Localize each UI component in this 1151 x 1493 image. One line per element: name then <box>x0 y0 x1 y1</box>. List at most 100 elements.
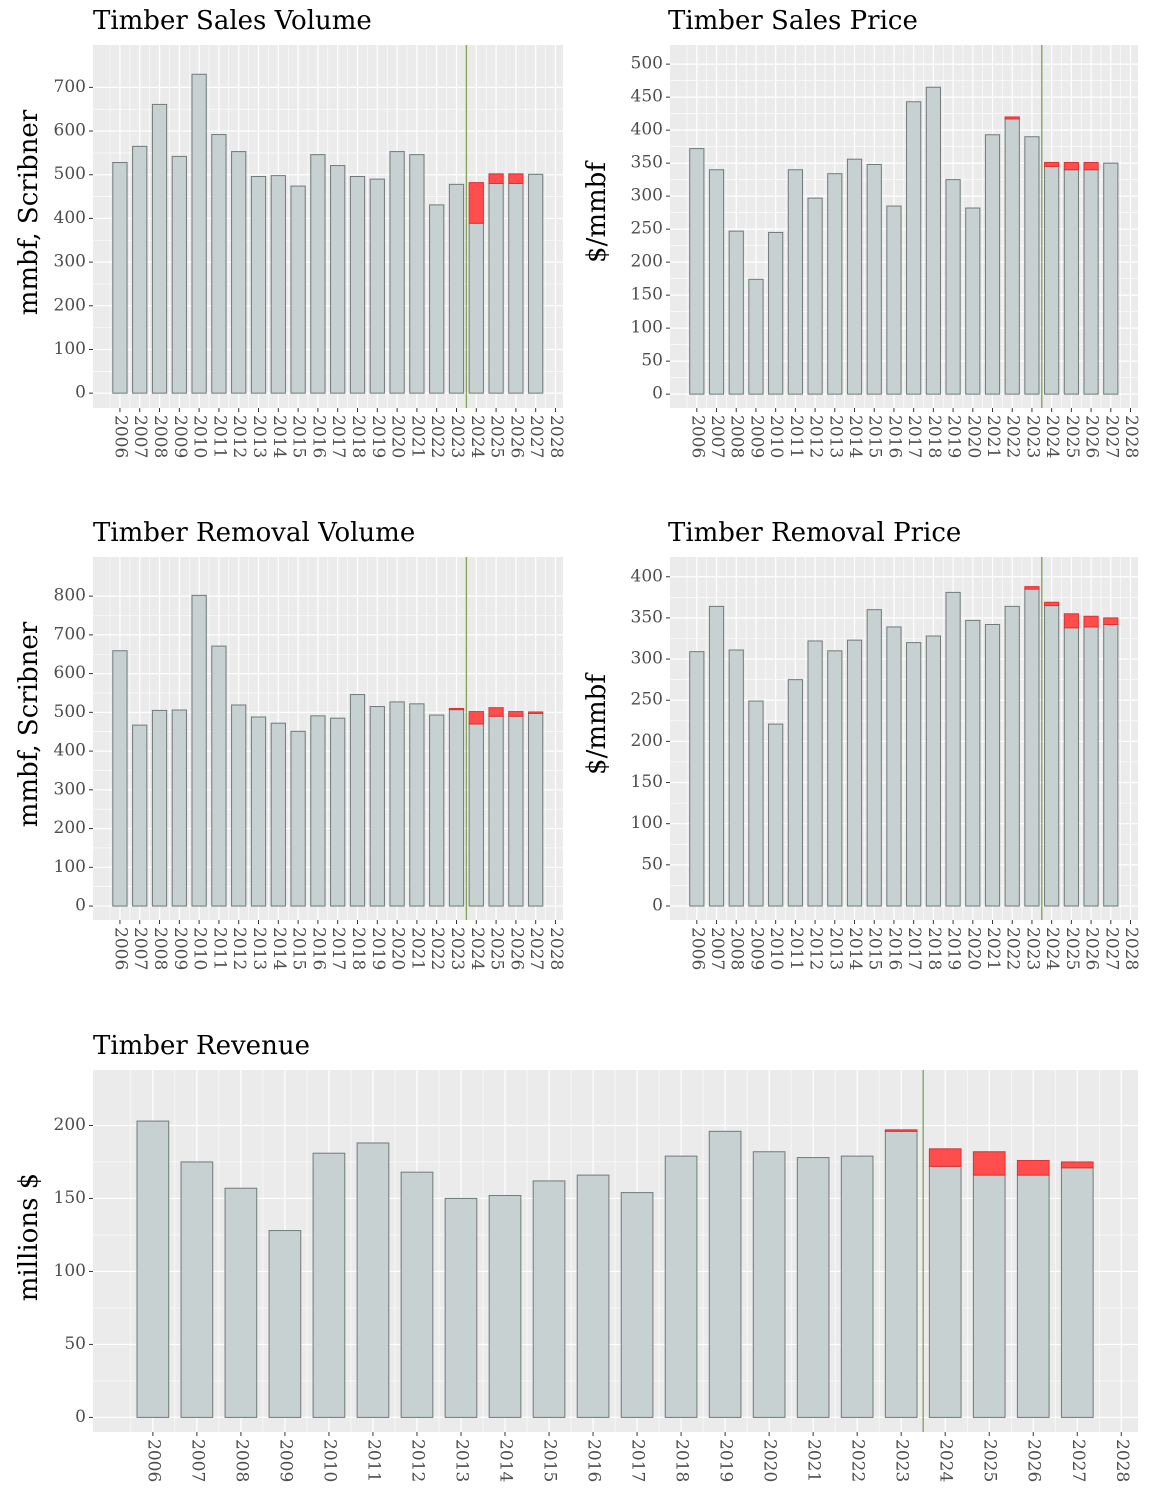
bar-segment <box>787 679 803 907</box>
x-tick-label: 2018 <box>348 927 368 970</box>
x-tick-label: 2018 <box>348 415 368 458</box>
bar-segment <box>1063 613 1079 629</box>
x-tick-label: 2026 <box>506 415 526 458</box>
bar-segment <box>528 173 544 394</box>
y-tick-label: 400 <box>631 120 663 140</box>
y-tick-label: 0 <box>652 384 663 404</box>
x-tick-label: 2017 <box>328 415 348 458</box>
x-tick-label: 2025 <box>487 415 507 458</box>
x-tick-label: 2023 <box>1022 927 1042 970</box>
bar-segment <box>768 723 784 907</box>
x-tick-label: 2018 <box>924 927 944 970</box>
x-tick-label: 2006 <box>110 927 130 970</box>
y-tick-label: 400 <box>631 566 663 586</box>
y-tick-label: 200 <box>54 295 86 315</box>
x-tick-label: 2009 <box>170 927 190 970</box>
x-tick-label: 2022 <box>848 1439 868 1482</box>
chart: Timber Sales Volume mmbf, Scribner 0 100 200… <box>14 6 566 458</box>
bar-segment <box>884 1129 918 1132</box>
x-tick-label: 2016 <box>308 927 328 970</box>
x-tick-label: 2013 <box>249 927 269 970</box>
bar-segment <box>1016 1160 1050 1176</box>
x-tick-label: 2017 <box>628 1439 648 1482</box>
x-tick-label: 2007 <box>707 927 727 970</box>
bar-segment <box>369 706 385 907</box>
x-tick-label: 2017 <box>328 927 348 970</box>
x-tick-label: 2012 <box>229 415 249 458</box>
x-tick-label: 2006 <box>687 415 707 458</box>
chart: Timber Removal Volume mmbf, Scribner 0 100 2… <box>14 518 566 970</box>
x-tick-label: 2012 <box>229 927 249 970</box>
y-tick-label: 700 <box>54 77 86 97</box>
bar-segment <box>1060 1167 1094 1418</box>
x-tick-label: 2015 <box>289 415 309 458</box>
bar-segment <box>1024 588 1040 907</box>
bar-segment <box>528 713 544 907</box>
x-tick-label: 2024 <box>936 1439 956 1482</box>
bar-segment <box>1083 626 1099 907</box>
x-tick-label: 2023 <box>892 1439 912 1482</box>
bar-segment <box>925 86 941 395</box>
bar-segment <box>928 1148 962 1167</box>
x-tick-label: 2026 <box>1024 1439 1044 1482</box>
y-tick-label: 150 <box>631 772 663 792</box>
x-tick-label: 2011 <box>209 415 229 458</box>
bar-segment <box>928 1165 962 1418</box>
x-tick-label: 2011 <box>786 927 806 970</box>
x-tick-label: 2014 <box>496 1439 516 1482</box>
x-tick-label: 2024 <box>1042 927 1062 970</box>
y-tick-label: 100 <box>631 318 663 338</box>
x-tick-label: 2021 <box>407 927 427 970</box>
y-tick-label: 150 <box>54 1188 86 1208</box>
bar-segment <box>689 651 705 907</box>
y-tick-label: 200 <box>631 731 663 751</box>
x-tick-label: 2028 <box>1112 1439 1132 1482</box>
x-tick-label: 2011 <box>363 1439 383 1482</box>
bar-segment <box>827 650 843 907</box>
y-tick-label: 800 <box>54 586 86 606</box>
bar-segment <box>796 1157 830 1418</box>
bar-segment <box>972 1151 1006 1176</box>
bar-segment <box>1024 586 1040 590</box>
bar-segment <box>191 73 207 394</box>
bar-segment <box>1044 601 1060 607</box>
x-tick-label: 2010 <box>766 927 786 970</box>
bar-segment <box>1103 162 1119 395</box>
bar-segment <box>191 594 207 907</box>
x-tick-label: 2028 <box>1121 415 1141 458</box>
x-tick-label: 2027 <box>1101 927 1121 970</box>
x-tick-label: 2021 <box>983 415 1003 458</box>
x-tick-label: 2020 <box>388 415 408 458</box>
bar-segment <box>488 173 504 184</box>
bar-segment <box>448 709 465 907</box>
y-tick-label: 200 <box>631 252 663 272</box>
x-tick-label: 2018 <box>672 1439 692 1482</box>
bar-segment <box>886 626 902 907</box>
x-tick-label: 2010 <box>190 415 210 458</box>
x-tick-label: 2008 <box>150 415 170 458</box>
y-tick-label: 350 <box>631 153 663 173</box>
bar-segment <box>290 185 306 394</box>
bar-segment <box>748 278 764 395</box>
x-tick-label: 2021 <box>804 1439 824 1482</box>
bar-segment <box>429 204 445 394</box>
bar-segment <box>1024 136 1040 395</box>
bar-segment <box>211 134 227 394</box>
bar-segment <box>330 165 346 394</box>
x-tick-label: 2014 <box>269 927 289 970</box>
bar-segment <box>807 197 823 395</box>
bar-segment <box>866 609 882 907</box>
chart-title: Timber Sales Volume <box>93 6 372 36</box>
bar-segment <box>180 1161 214 1418</box>
bar-segment <box>488 707 504 717</box>
bar-segment <box>312 1152 346 1418</box>
x-tick-label: 2016 <box>584 1439 604 1482</box>
bar-segment <box>171 155 187 394</box>
x-tick-label: 2023 <box>447 415 467 458</box>
x-tick-label: 2009 <box>746 415 766 458</box>
bar-segment <box>488 715 504 907</box>
y-tick-label: 600 <box>54 663 86 683</box>
bar-segment <box>250 175 267 394</box>
y-tick-label: 400 <box>54 208 86 228</box>
x-tick-label: 2022 <box>1003 927 1023 970</box>
